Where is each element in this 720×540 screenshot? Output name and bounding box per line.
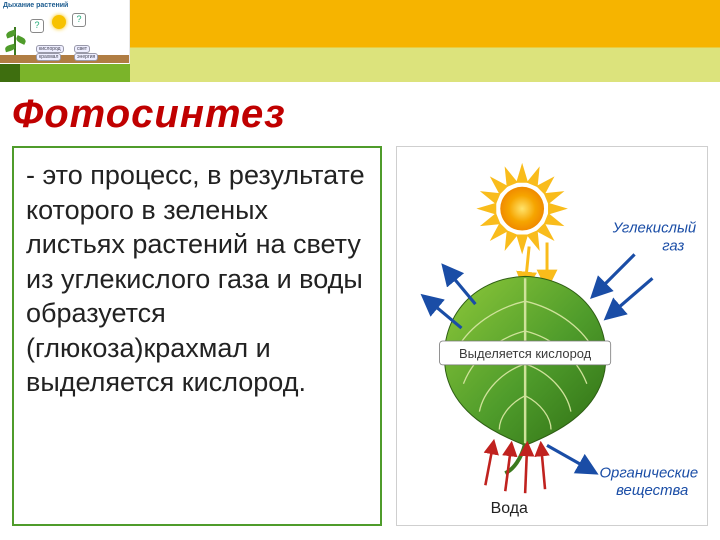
photosynthesis-diagram: Выделяется кислород Углекислый газ Вода … [396,146,708,526]
definition-box: - это процесс, в результате которого в з… [12,146,382,526]
organic-label-1: Органические [599,464,698,481]
organic-label-2: вещества [616,482,688,499]
thumb-title: Дыхание растений [0,0,129,11]
thumb-tag: свет [74,45,90,53]
thumb-tag: энергия [74,53,98,61]
slide: Дыхание растений ? ? кислород крахмал св… [0,0,720,540]
sun-icon [476,163,568,255]
leaf-oxygen-label: Выделяется кислород [459,346,592,361]
leaf-icon [444,276,606,473]
content-row: - это процесс, в результате которого в з… [12,146,708,526]
ground-icon [0,55,129,63]
co2-arrows [595,254,653,316]
sun-icon [52,15,66,29]
water-label: Вода [491,500,528,517]
thumb-scene: ? ? кислород крахмал свет энергия [0,11,129,63]
diagram-svg: Выделяется кислород Углекислый газ Вода … [397,147,707,525]
bubble-icon: ? [72,13,86,27]
co2-label-2: газ [662,237,684,254]
bubble-icon: ? [30,19,44,33]
thumb-tag: кислород [36,45,64,53]
organic-arrow [547,445,593,471]
header-thumbnail: Дыхание растений ? ? кислород крахмал св… [0,0,130,64]
plant-icon [14,27,16,57]
header-accent-bar [0,64,720,82]
page-title: Фотосинтез [12,92,286,137]
co2-label-1: Углекислый [612,220,697,237]
thumb-tag: крахмал [36,53,61,61]
leaf-label-banner: Выделяется кислород [440,341,611,365]
water-arrows [485,443,545,493]
header-banner: Дыхание растений ? ? кислород крахмал св… [0,0,720,82]
